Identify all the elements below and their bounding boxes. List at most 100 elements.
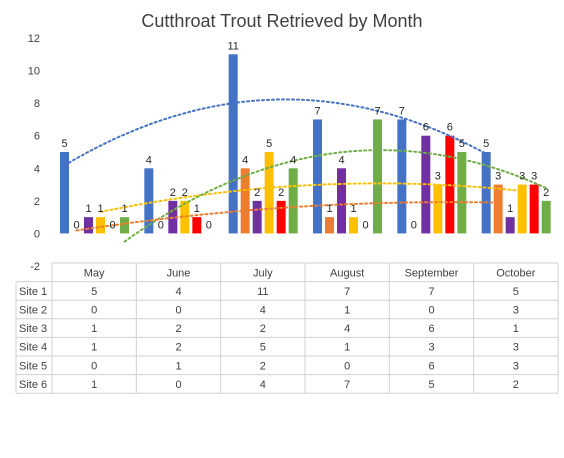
data-label: 2 <box>278 187 284 199</box>
data-label: 3 <box>435 171 441 183</box>
trendline <box>75 201 500 232</box>
table-cell: 7 <box>344 379 350 391</box>
table-cell: 7 <box>344 286 350 298</box>
data-label: 4 <box>338 154 344 166</box>
x-category-label: October <box>496 267 535 279</box>
table-cell: 7 <box>428 286 434 298</box>
table-cell: 0 <box>344 360 350 372</box>
bar <box>541 200 551 234</box>
data-label: 1 <box>121 203 127 215</box>
table-cell: 6 <box>428 323 434 335</box>
bar <box>349 217 358 234</box>
bar <box>264 152 274 234</box>
data-label: 1 <box>507 203 513 215</box>
data-label: 11 <box>227 40 238 52</box>
table-cell: 2 <box>513 379 519 391</box>
table-cell: 4 <box>344 323 350 335</box>
table-cell: 11 <box>257 286 268 298</box>
table-cell: 4 <box>175 286 181 298</box>
bar <box>505 217 515 234</box>
bar <box>337 168 346 234</box>
x-category-label: June <box>167 267 191 279</box>
x-category-label: August <box>330 267 364 279</box>
data-label: 2 <box>254 187 260 199</box>
table-cell: 1 <box>344 305 350 317</box>
y-tick-label: 6 <box>34 131 40 143</box>
bar <box>84 217 93 234</box>
table-cell: 0 <box>175 379 181 391</box>
legend-entry: Site 3 <box>19 323 47 335</box>
bar <box>481 152 491 234</box>
y-tick-label: -2 <box>30 261 40 273</box>
y-tick-label: 2 <box>34 196 40 208</box>
legend-entry: Site 4 <box>19 342 47 354</box>
data-label: 0 <box>73 219 79 231</box>
bar <box>433 184 443 234</box>
data-label: 1 <box>194 203 200 215</box>
trendline <box>123 149 548 243</box>
table-cell: 2 <box>260 360 266 372</box>
legend-entry: Site 1 <box>19 286 47 298</box>
data-label: 5 <box>483 138 489 150</box>
data-label: 3 <box>519 171 525 183</box>
bar <box>373 119 382 234</box>
table-cell: 0 <box>91 305 97 317</box>
data-label: 4 <box>242 154 248 166</box>
table-cell: 4 <box>260 379 266 391</box>
data-label: 1 <box>350 203 356 215</box>
bar <box>313 119 322 234</box>
bar <box>529 184 539 234</box>
table-cell: 5 <box>428 379 434 391</box>
data-label: 7 <box>374 105 380 117</box>
table-cell: 4 <box>260 305 266 317</box>
bar <box>457 152 467 234</box>
x-category-label: July <box>253 267 273 279</box>
legend-entry: Site 6 <box>19 379 47 391</box>
data-label: 5 <box>61 138 67 150</box>
data-label: 3 <box>531 171 537 183</box>
table-cell: 1 <box>175 360 181 372</box>
bar <box>252 200 262 234</box>
bar <box>397 119 407 234</box>
data-label: 4 <box>146 154 152 166</box>
x-category-label: May <box>84 267 105 279</box>
bar <box>96 217 105 234</box>
table-cell: 5 <box>91 286 97 298</box>
table-cell: 3 <box>513 342 519 354</box>
bar <box>192 217 202 234</box>
table-cell: 1 <box>91 323 97 335</box>
table-cell: 3 <box>513 305 519 317</box>
data-label: 6 <box>447 122 453 134</box>
data-label: 2 <box>170 187 176 199</box>
table-cell: 3 <box>513 360 519 372</box>
y-tick-label: 8 <box>34 98 40 110</box>
y-tick-label: 0 <box>34 228 40 240</box>
bar <box>493 184 503 234</box>
table-cell: 1 <box>91 379 97 391</box>
bar <box>517 184 527 234</box>
bar <box>325 217 334 234</box>
table-cell: 2 <box>175 342 181 354</box>
table-cell: 6 <box>428 360 434 372</box>
data-label: 0 <box>411 219 417 231</box>
data-label: 2 <box>543 187 549 199</box>
table-cell: 5 <box>513 286 519 298</box>
table-cell: 3 <box>428 342 434 354</box>
y-tick-label: 12 <box>28 33 40 45</box>
y-tick-label: 10 <box>28 66 40 78</box>
data-label: 3 <box>495 171 501 183</box>
table-cell: 0 <box>428 305 434 317</box>
data-label: 1 <box>326 203 332 215</box>
data-label: 7 <box>399 105 405 117</box>
trendlines-group <box>63 98 548 243</box>
data-label: 0 <box>362 219 368 231</box>
bar <box>276 200 286 234</box>
table-cell: 2 <box>175 323 181 335</box>
table-cell: 5 <box>260 342 266 354</box>
data-label: 7 <box>314 105 320 117</box>
data-table: May June July August September October Site 1 5… <box>15 262 559 394</box>
legend-entry: Site 5 <box>19 360 47 372</box>
